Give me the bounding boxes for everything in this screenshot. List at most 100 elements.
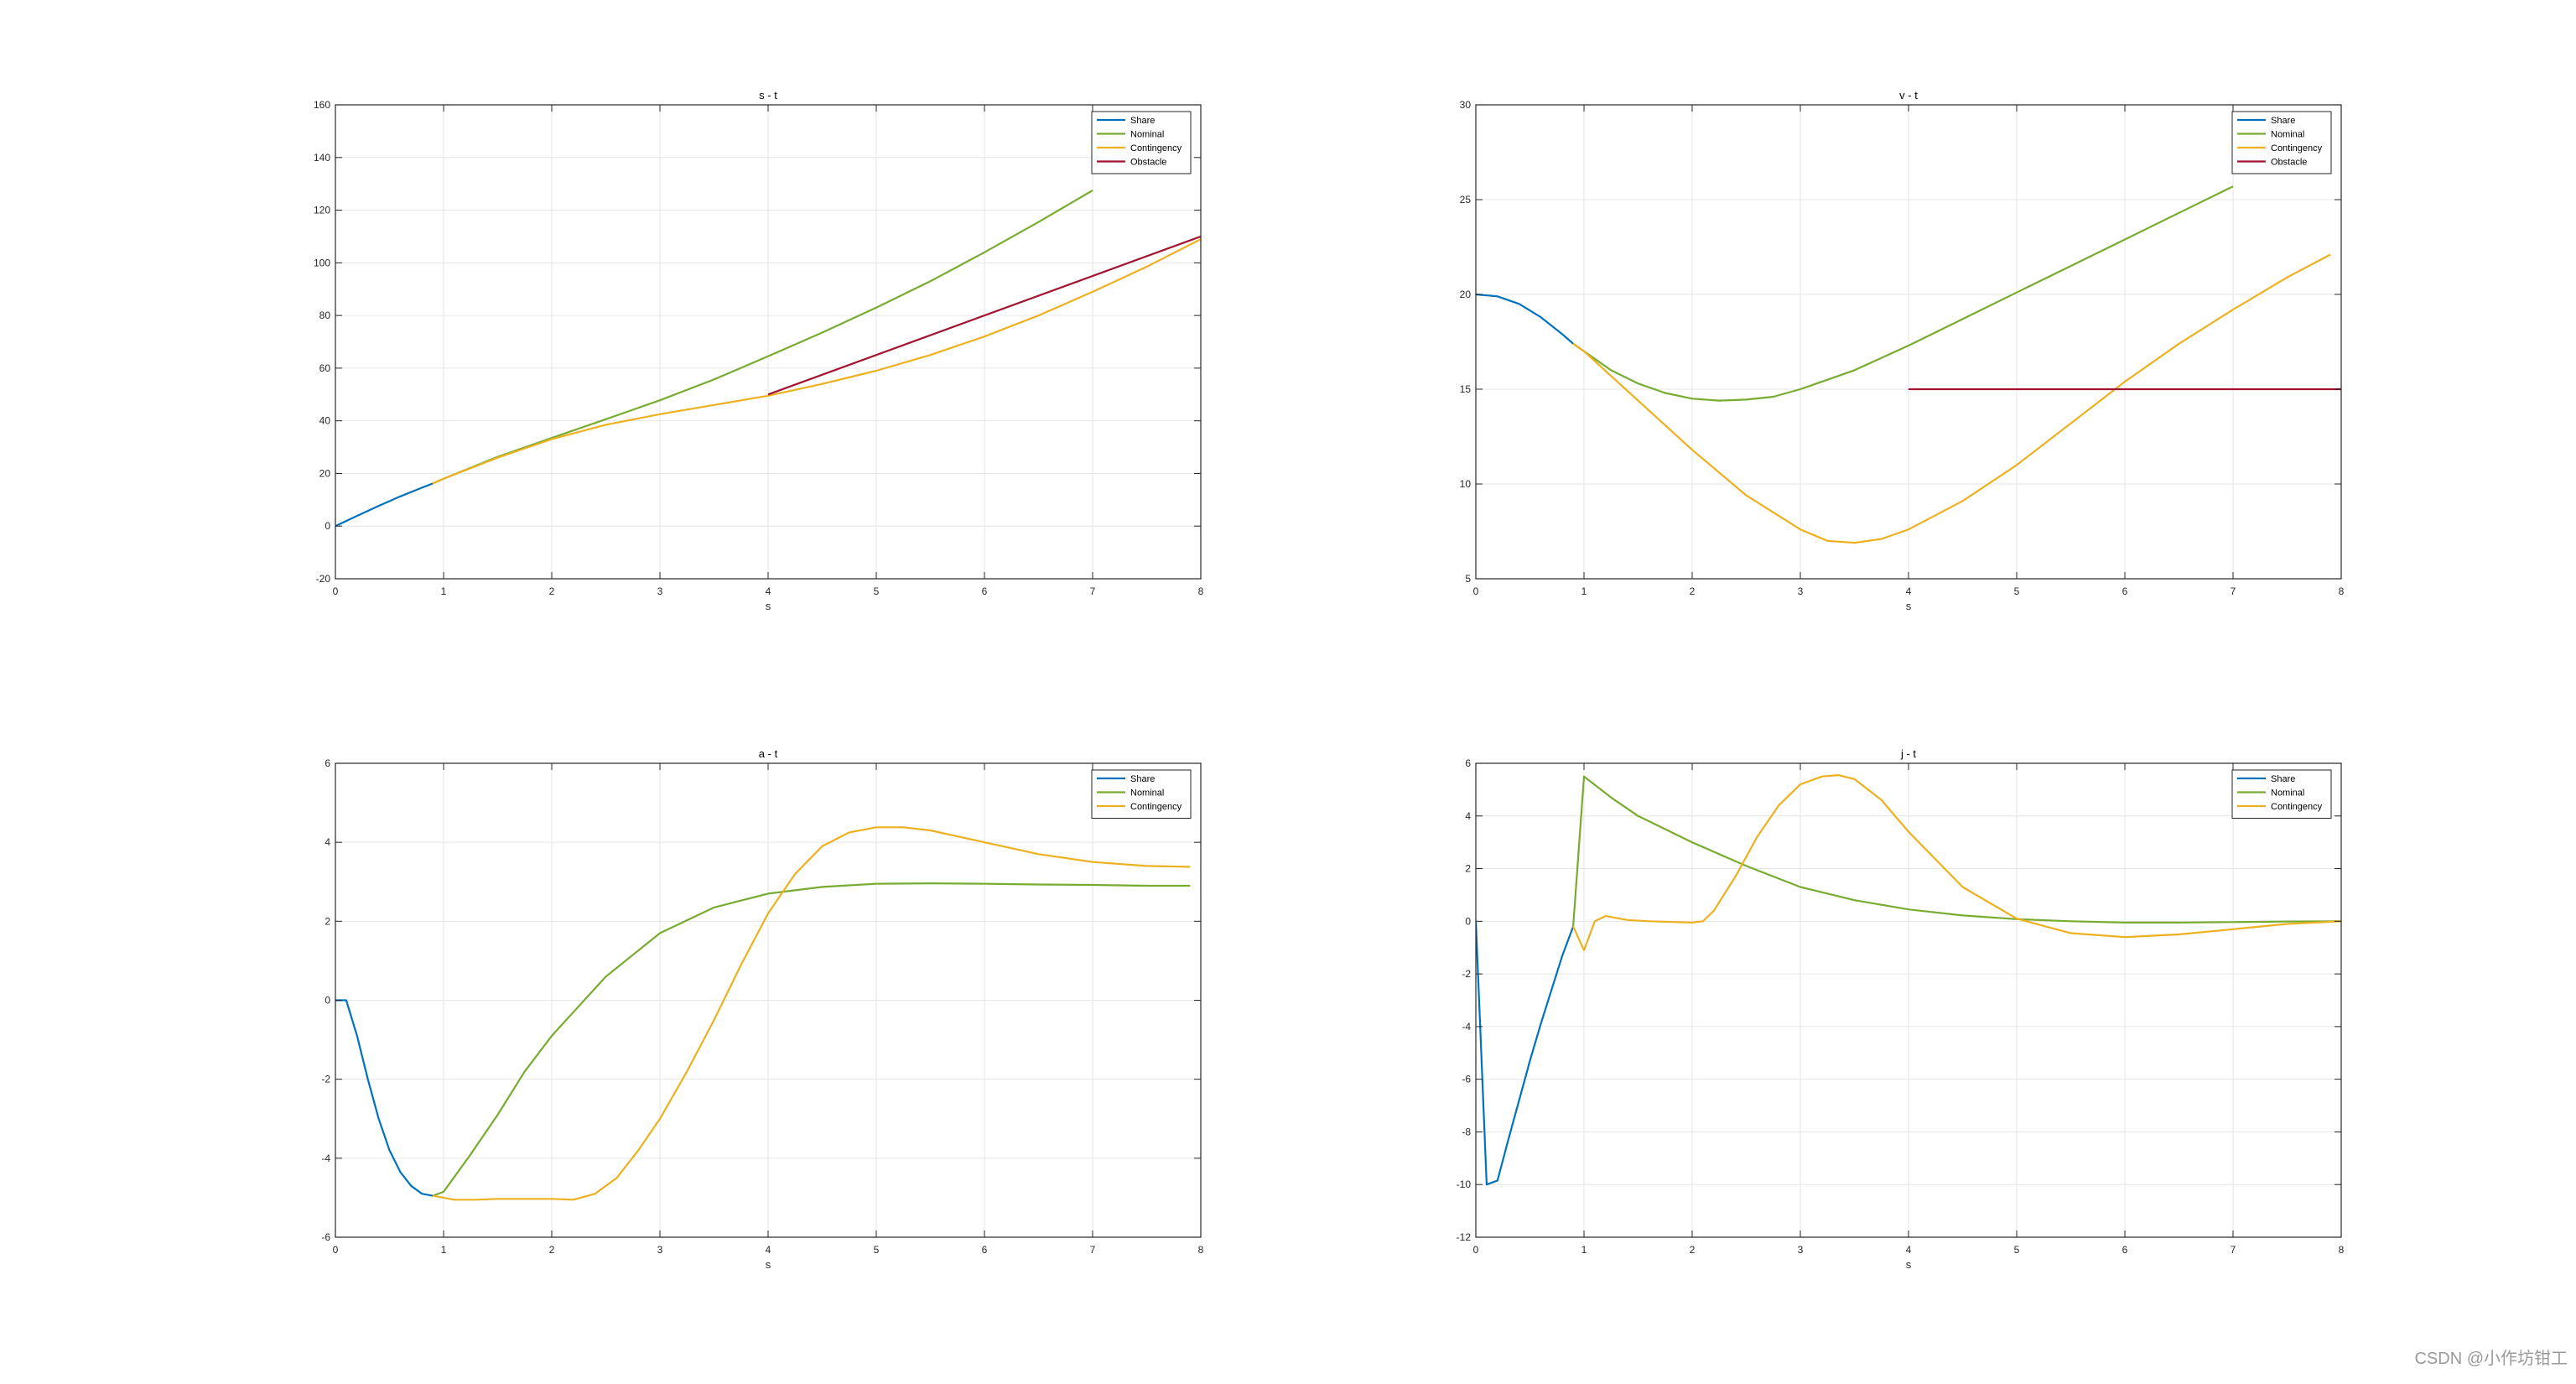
x-tick-label: 1 xyxy=(441,585,447,597)
x-tick-label: 0 xyxy=(1473,1244,1479,1256)
y-tick-label: 25 xyxy=(1460,194,1472,206)
y-tick-label: -10 xyxy=(1457,1178,1472,1190)
x-tick-label: 3 xyxy=(1798,1244,1804,1256)
x-tick-label: 2 xyxy=(549,1244,555,1256)
series-line-share xyxy=(335,482,434,528)
x-tick-label: 3 xyxy=(657,1244,663,1256)
x-tick-label: 4 xyxy=(766,1244,771,1256)
y-tick-label: -4 xyxy=(321,1152,330,1164)
x-tick-label: 5 xyxy=(2014,1244,2020,1256)
chart-title: v - t xyxy=(1899,89,1918,101)
y-tick-label: 2 xyxy=(1465,863,1471,875)
series-line-share xyxy=(1476,921,1575,1186)
y-tick-label: 10 xyxy=(1460,478,1472,490)
x-tick-label: 5 xyxy=(2014,585,2020,597)
chart-title: s - t xyxy=(759,89,777,101)
x-tick-label: 3 xyxy=(657,585,663,597)
y-tick-label: 15 xyxy=(1460,383,1472,395)
y-tick-label: 0 xyxy=(1465,915,1471,927)
subplot-2: 0 1 2 3 4 5 6 7 8 5 10 15 20 25 30 v - t s Share Nominal Co… xyxy=(1460,89,2345,612)
x-tick-label: 6 xyxy=(982,585,988,597)
x-tick-label: 7 xyxy=(2231,585,2236,597)
x-axis-label: s xyxy=(1906,1258,1912,1271)
chart-title: j - t xyxy=(1900,747,1916,760)
y-tick-label: -2 xyxy=(1462,968,1471,980)
y-tick-label: 0 xyxy=(325,995,330,1007)
y-tick-label: -4 xyxy=(1462,1021,1471,1033)
y-tick-label: -2 xyxy=(321,1074,330,1085)
x-tick-label: 2 xyxy=(1690,1244,1696,1256)
y-tick-label: 120 xyxy=(314,205,330,216)
x-tick-label: 1 xyxy=(1581,585,1587,597)
y-tick-label: 6 xyxy=(1465,757,1471,769)
y-tick-label: -20 xyxy=(316,573,331,585)
series-line-share xyxy=(1476,293,1574,345)
x-tick-label: 1 xyxy=(1581,1244,1587,1256)
x-tick-label: 8 xyxy=(1198,1244,1204,1256)
x-axis-label: s xyxy=(766,600,771,612)
y-tick-label: 160 xyxy=(314,99,330,111)
x-tick-label: 6 xyxy=(2122,1244,2128,1256)
legend-label-share: Share xyxy=(1130,774,1155,784)
legend-label-contingency: Contingency xyxy=(2271,143,2323,153)
y-tick-label: 100 xyxy=(314,257,330,268)
series-line-obstacle xyxy=(767,235,1201,396)
x-tick-label: 1 xyxy=(441,1244,447,1256)
y-tick-label: -6 xyxy=(1462,1074,1471,1085)
subplot-3: 0 1 2 3 4 5 6 7 8 -6 -4 -2 0 2 4 6 a - t s Share Nominal Con… xyxy=(321,747,1203,1271)
legend-label-share: Share xyxy=(2271,116,2295,126)
series-line-contingency xyxy=(432,826,1191,1201)
subplot-4: 0 1 2 3 4 5 6 7 8 -12 -10 -8 -6 -4 -2 0 2 4 6 j - t s Share No… xyxy=(1457,747,2345,1271)
x-tick-label: 8 xyxy=(2339,585,2345,597)
y-tick-label: 40 xyxy=(319,415,331,427)
x-tick-label: 6 xyxy=(2122,585,2128,597)
legend-label-contingency: Contingency xyxy=(1130,802,1182,812)
x-tick-label: 5 xyxy=(874,1244,880,1256)
legend-box xyxy=(1091,111,1192,174)
x-axis-label: s xyxy=(766,1258,771,1271)
x-tick-label: 0 xyxy=(333,1244,339,1256)
y-tick-label: 2 xyxy=(325,915,330,927)
x-tick-label: 4 xyxy=(766,585,771,597)
y-tick-label: 6 xyxy=(325,757,330,769)
y-tick-label: 140 xyxy=(314,152,330,164)
legend-label-share: Share xyxy=(2271,774,2295,784)
legend-label-nominal: Nominal xyxy=(2271,130,2304,140)
series-line-contingency xyxy=(1572,253,2331,544)
y-tick-label: -8 xyxy=(1462,1126,1471,1137)
x-tick-label: 8 xyxy=(2339,1244,2345,1256)
x-axis-label: s xyxy=(1906,600,1912,612)
y-tick-label: -12 xyxy=(1457,1231,1472,1243)
series-line-nominal xyxy=(1572,185,2234,402)
legend: Share Nominal Contingency Obstacle xyxy=(1091,111,1192,174)
x-tick-label: 0 xyxy=(333,585,339,597)
legend: Share Nominal Contingency xyxy=(1091,769,1192,819)
legend-label-nominal: Nominal xyxy=(2271,788,2304,799)
series-line-contingency xyxy=(432,238,1201,485)
watermark-text: CSDN @小作坊钳工 xyxy=(2414,1350,2568,1368)
x-tick-label: 2 xyxy=(549,585,555,597)
y-tick-label: -6 xyxy=(321,1231,330,1243)
series-line-contingency xyxy=(1572,773,2341,952)
legend-label-contingency: Contingency xyxy=(1130,143,1182,153)
chart-title: a - t xyxy=(759,747,778,760)
legend-label-nominal: Nominal xyxy=(1130,788,1164,799)
x-tick-label: 6 xyxy=(982,1244,988,1256)
series-line-nominal xyxy=(432,882,1191,1197)
y-tick-label: 20 xyxy=(1460,289,1472,300)
x-tick-label: 7 xyxy=(1090,1244,1096,1256)
x-tick-label: 0 xyxy=(1473,585,1479,597)
x-tick-label: 4 xyxy=(1906,1244,1912,1256)
y-tick-label: 4 xyxy=(325,836,330,848)
legend-label-contingency: Contingency xyxy=(2271,802,2323,812)
x-tick-label: 4 xyxy=(1906,585,1912,597)
x-tick-label: 8 xyxy=(1198,585,1204,597)
x-tick-label: 7 xyxy=(1090,585,1096,597)
y-tick-label: 80 xyxy=(319,310,331,321)
y-tick-label: 20 xyxy=(319,467,331,479)
x-tick-label: 2 xyxy=(1690,585,1696,597)
y-tick-label: 60 xyxy=(319,362,331,374)
legend: Share Nominal Contingency Obstacle xyxy=(2231,111,2332,174)
